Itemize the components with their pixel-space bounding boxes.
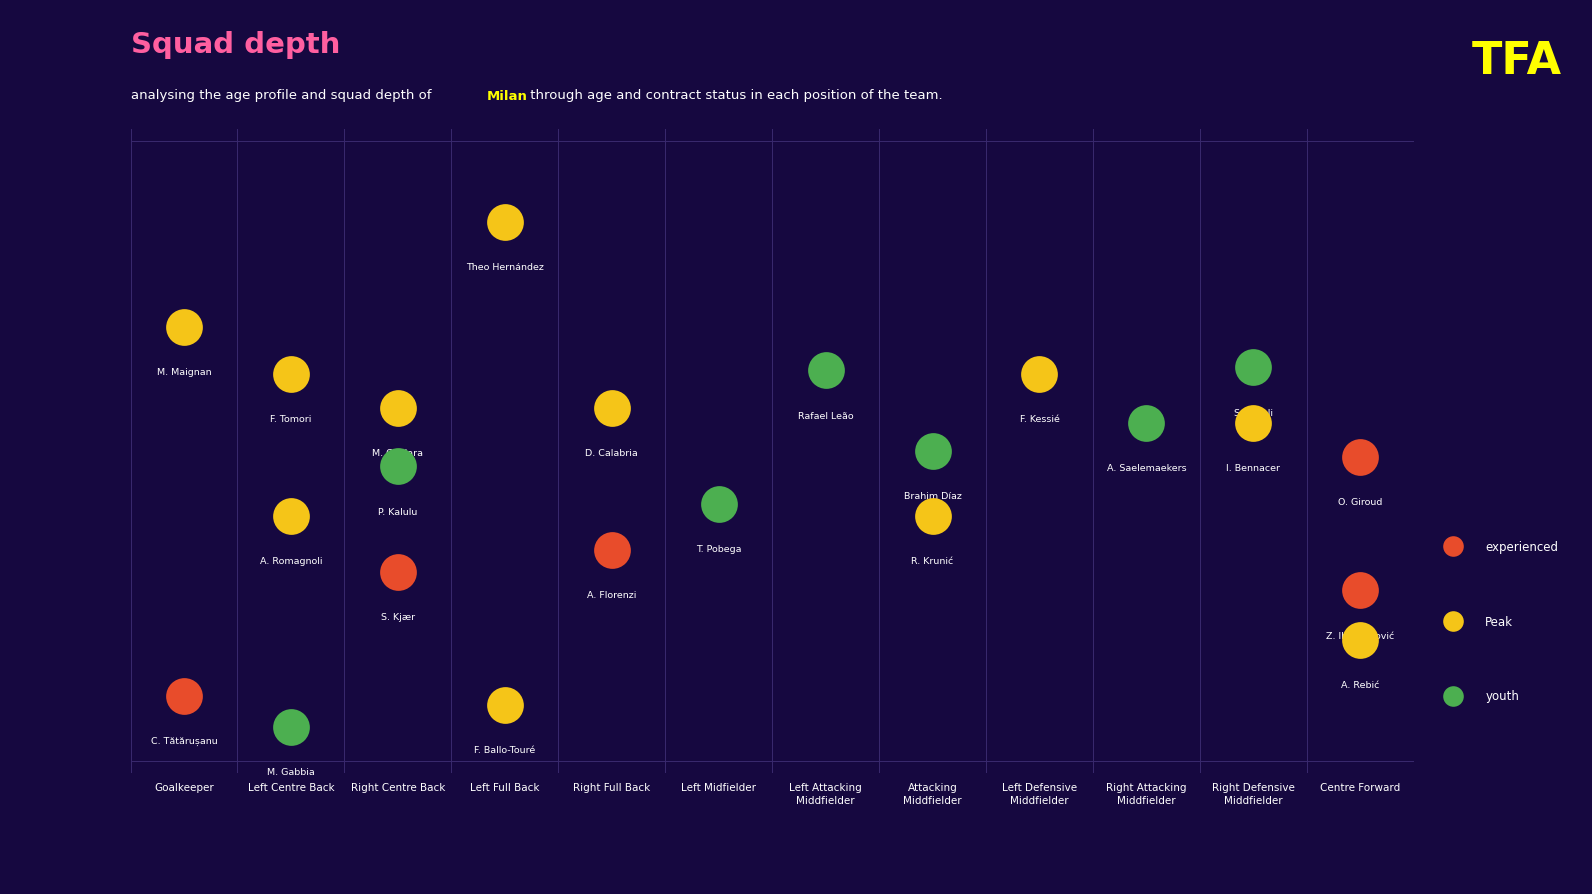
Text: M. Caldara: M. Caldara <box>373 449 423 458</box>
Text: T. Pobega: T. Pobega <box>696 544 742 553</box>
Point <box>1240 417 1266 431</box>
Text: F. Tomori: F. Tomori <box>271 414 312 424</box>
Point <box>1347 633 1372 647</box>
Text: M. Gabbia: M. Gabbia <box>267 767 315 776</box>
Point <box>385 401 411 416</box>
Text: Z. Ibrahimović: Z. Ibrahimović <box>1326 631 1395 640</box>
Text: Goalkeeper: Goalkeeper <box>154 782 213 793</box>
Point <box>279 367 304 381</box>
Text: Attacking
Middfielder: Attacking Middfielder <box>903 782 962 805</box>
Text: A. Saelemaekers: A. Saelemaekers <box>1106 464 1186 473</box>
Text: M. Maignan: M. Maignan <box>156 368 212 377</box>
Text: S. Kjær: S. Kjær <box>380 612 416 621</box>
Text: TFA: TFA <box>1473 40 1562 83</box>
Text: C. Tătărușanu: C. Tătărușanu <box>151 736 218 746</box>
Text: Right Centre Back: Right Centre Back <box>350 782 446 793</box>
Point <box>920 510 946 524</box>
Point <box>385 460 411 474</box>
Point <box>492 698 517 713</box>
Point <box>920 444 946 459</box>
Text: analysing the age profile and squad depth of: analysing the age profile and squad dept… <box>131 89 435 103</box>
Point <box>279 510 304 524</box>
Text: P. Kalulu: P. Kalulu <box>379 507 417 516</box>
Text: Left Full Back: Left Full Back <box>470 782 540 793</box>
Text: Theo Hernández: Theo Hernández <box>466 263 544 272</box>
Text: experienced: experienced <box>1485 540 1559 553</box>
Point <box>492 215 517 230</box>
Text: Centre Forward: Centre Forward <box>1320 782 1401 793</box>
Text: Milan: Milan <box>487 89 527 103</box>
Text: through age and contract status in each position of the team.: through age and contract status in each … <box>527 89 942 103</box>
Point <box>1441 688 1466 703</box>
Text: D. Calabria: D. Calabria <box>586 449 638 458</box>
Text: S. Tonali: S. Tonali <box>1234 409 1272 417</box>
Point <box>1347 584 1372 598</box>
Text: R. Krunić: R. Krunić <box>911 557 954 566</box>
Text: Right Full Back: Right Full Back <box>573 782 651 793</box>
Text: Rafael Leão: Rafael Leão <box>798 411 853 420</box>
Point <box>1441 614 1466 628</box>
Text: Peak: Peak <box>1485 615 1514 628</box>
Text: A. Florenzi: A. Florenzi <box>587 591 637 600</box>
Text: Left Defensive
Middfielder: Left Defensive Middfielder <box>1001 782 1078 805</box>
Point <box>599 401 624 416</box>
Text: Left Centre Back: Left Centre Back <box>248 782 334 793</box>
Point <box>1240 361 1266 375</box>
Point <box>279 720 304 734</box>
Point <box>1027 367 1052 381</box>
Text: O. Giroud: O. Giroud <box>1337 498 1382 507</box>
Text: Squad depth: Squad depth <box>131 31 341 59</box>
Point <box>1134 417 1159 431</box>
Point <box>1347 451 1372 465</box>
Text: youth: youth <box>1485 689 1519 703</box>
Text: Left Attacking
Middfielder: Left Attacking Middfielder <box>790 782 861 805</box>
Text: Brahim Díaz: Brahim Díaz <box>904 492 962 501</box>
Text: Right Attacking
Middfielder: Right Attacking Middfielder <box>1106 782 1186 805</box>
Point <box>1441 540 1466 554</box>
Text: F. Ballo-Touré: F. Ballo-Touré <box>474 746 535 755</box>
Point <box>172 688 197 703</box>
Text: A. Rebić: A. Rebić <box>1340 680 1379 689</box>
Text: Right Defensive
Middfielder: Right Defensive Middfielder <box>1212 782 1294 805</box>
Point <box>705 497 731 511</box>
Text: Left Midfielder: Left Midfielder <box>681 782 756 793</box>
Point <box>814 364 839 378</box>
Point <box>172 321 197 335</box>
Text: I. Bennacer: I. Bennacer <box>1226 464 1280 473</box>
Text: F. Kessié: F. Kessié <box>1019 414 1059 424</box>
Text: A. Romagnoli: A. Romagnoli <box>259 557 322 566</box>
Point <box>599 544 624 558</box>
Point <box>385 565 411 579</box>
